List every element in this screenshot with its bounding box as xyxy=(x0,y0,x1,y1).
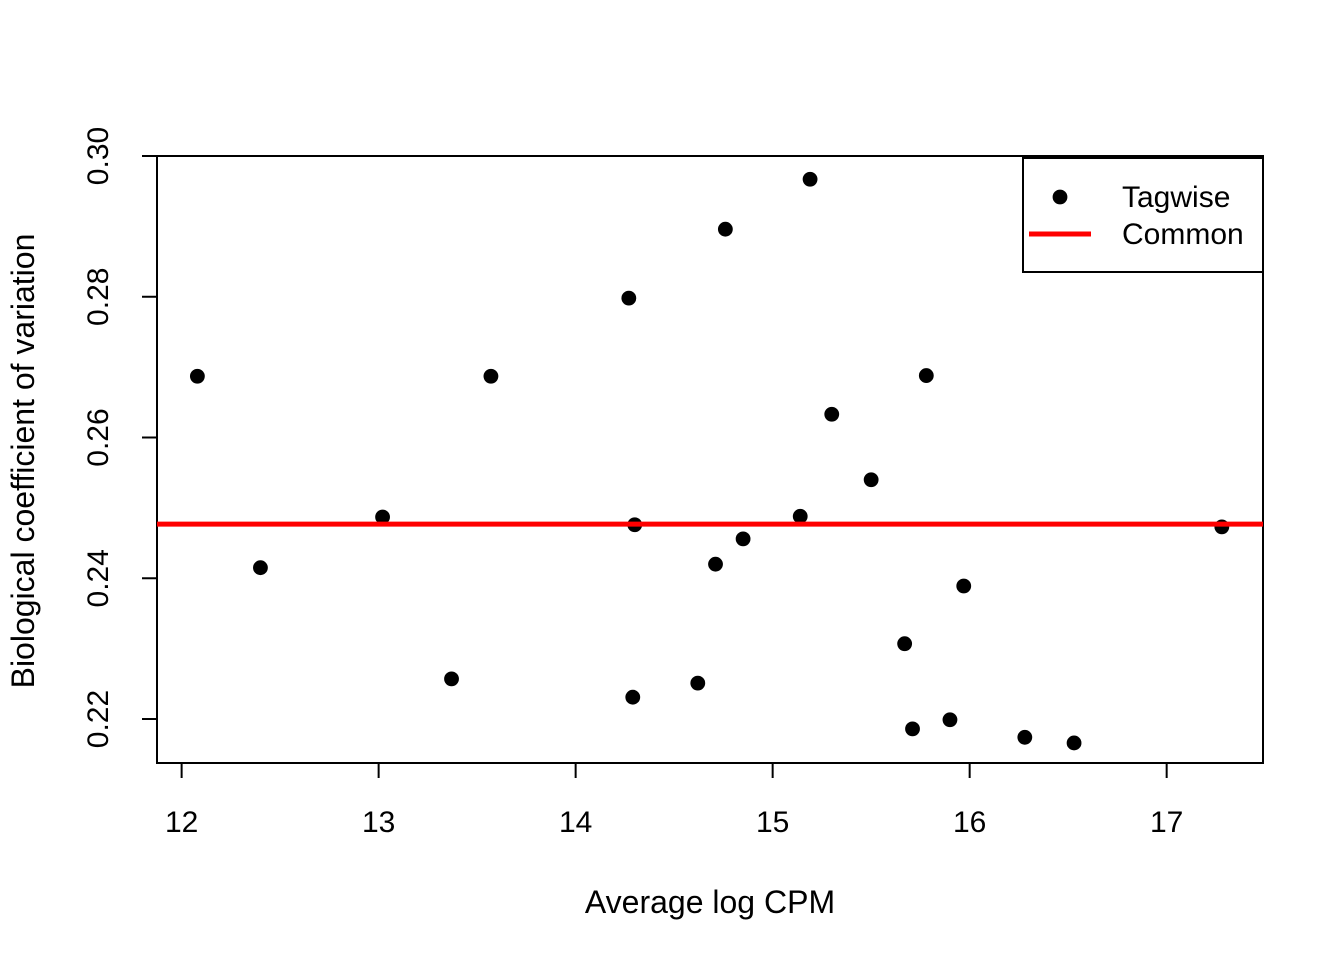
tagwise-data-point xyxy=(253,560,268,576)
tagwise-data-point xyxy=(708,556,723,572)
tagwise-data-point xyxy=(625,689,641,705)
x-tick-label: 17 xyxy=(1150,806,1183,839)
y-tick-label: 0.28 xyxy=(82,268,115,326)
tagwise-data-point xyxy=(690,675,706,691)
tagwise-data-point xyxy=(905,721,920,737)
tagwise-data-point xyxy=(717,221,733,237)
tagwise-data-point xyxy=(897,636,913,652)
x-tick-label: 12 xyxy=(165,806,198,839)
tagwise-data-point xyxy=(942,712,958,728)
tagwise-data-point xyxy=(792,508,808,524)
tagwise-data-point xyxy=(189,368,205,384)
tagwise-data-point xyxy=(1066,735,1082,751)
tagwise-data-point xyxy=(1017,729,1033,745)
y-tick-label: 0.26 xyxy=(82,408,115,466)
y-tick-label: 0.24 xyxy=(82,549,115,607)
x-tick-label: 13 xyxy=(362,806,395,839)
y-tick-label: 0.30 xyxy=(82,127,115,185)
tagwise-data-point xyxy=(735,531,751,547)
y-tick-label: 0.22 xyxy=(82,690,115,748)
legend-box xyxy=(1022,157,1264,273)
y-axis-title: Biological coefficient of variation xyxy=(5,233,41,689)
tagwise-data-point xyxy=(483,368,499,384)
tagwise-data-point xyxy=(375,509,390,525)
tagwise-data-point xyxy=(956,578,972,594)
tagwise-data-point xyxy=(802,171,818,187)
tagwise-data-point xyxy=(863,472,879,488)
tagwise-data-point xyxy=(444,671,459,687)
x-tick-label: 15 xyxy=(756,806,789,839)
legend-item-label: Common xyxy=(1122,218,1244,251)
x-tick-label: 14 xyxy=(559,806,592,839)
legend-item-label: Tagwise xyxy=(1122,181,1230,214)
tagwise-data-point xyxy=(824,406,840,422)
plot-border xyxy=(156,155,1264,764)
tagwise-data-point xyxy=(621,290,637,306)
x-tick-label: 16 xyxy=(953,806,986,839)
tagwise-data-point xyxy=(918,368,934,383)
x-axis-title: Average log CPM xyxy=(584,884,836,920)
legend-marker-dot xyxy=(1052,189,1068,205)
